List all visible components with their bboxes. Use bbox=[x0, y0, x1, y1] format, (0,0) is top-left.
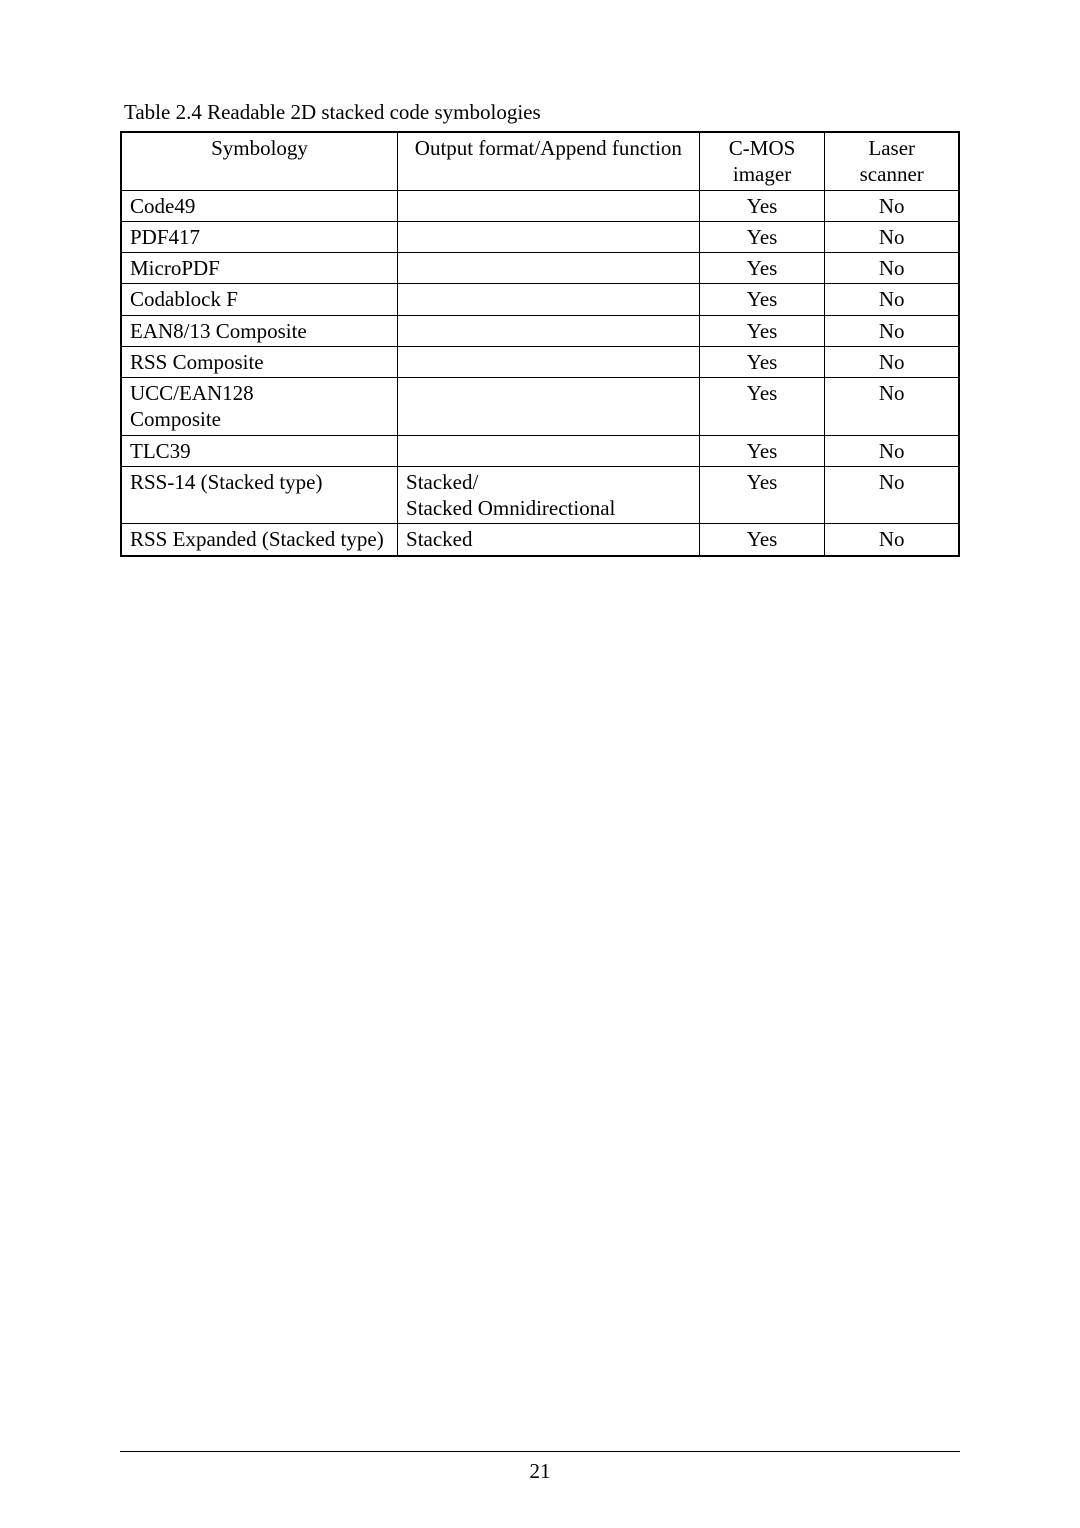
cell-laser: No bbox=[825, 315, 959, 346]
cell-symbology: Code49 bbox=[121, 190, 398, 221]
header-output: Output format/Append function bbox=[398, 132, 700, 190]
cell-cmos: Yes bbox=[699, 284, 825, 315]
header-laser-line2: scanner bbox=[860, 162, 924, 186]
cell-output bbox=[398, 378, 700, 436]
cell-output: Stacked/Stacked Omnidirectional bbox=[398, 466, 700, 524]
table-caption: Table 2.4 Readable 2D stacked code symbo… bbox=[120, 100, 960, 125]
header-cmos-line1: C-MOS bbox=[729, 136, 796, 160]
cell-output bbox=[398, 284, 700, 315]
cell-output bbox=[398, 346, 700, 377]
table-header-row: Symbology Output format/Append function … bbox=[121, 132, 959, 190]
header-symbology: Symbology bbox=[121, 132, 398, 190]
table-row: EAN8/13 Composite Yes No bbox=[121, 315, 959, 346]
cell-laser: No bbox=[825, 221, 959, 252]
cell-cmos: Yes bbox=[699, 346, 825, 377]
symbologies-table: Symbology Output format/Append function … bbox=[120, 131, 960, 557]
cell-output bbox=[398, 221, 700, 252]
cell-cmos: Yes bbox=[699, 466, 825, 524]
table-row: RSS Composite Yes No bbox=[121, 346, 959, 377]
cell-laser: No bbox=[825, 253, 959, 284]
table-row: MicroPDF Yes No bbox=[121, 253, 959, 284]
table-row: Code49 Yes No bbox=[121, 190, 959, 221]
cell-laser: No bbox=[825, 378, 959, 436]
cell-output bbox=[398, 315, 700, 346]
footer-rule bbox=[120, 1451, 960, 1452]
page: Table 2.4 Readable 2D stacked code symbo… bbox=[0, 0, 1080, 1528]
page-number: 21 bbox=[0, 1459, 1080, 1484]
cell-output bbox=[398, 435, 700, 466]
cell-symbology: RSS-14 (Stacked type) bbox=[121, 466, 398, 524]
table-row: Codablock F Yes No bbox=[121, 284, 959, 315]
cell-cmos: Yes bbox=[699, 253, 825, 284]
cell-cmos: Yes bbox=[699, 435, 825, 466]
cell-symbology: EAN8/13 Composite bbox=[121, 315, 398, 346]
header-laser-line1: Laser bbox=[868, 136, 915, 160]
cell-cmos: Yes bbox=[699, 378, 825, 436]
cell-cmos: Yes bbox=[699, 524, 825, 556]
table-row: UCC/EAN128Composite Yes No bbox=[121, 378, 959, 436]
cell-output bbox=[398, 190, 700, 221]
cell-symbology: RSS Expanded (Stacked type) bbox=[121, 524, 398, 556]
cell-laser: No bbox=[825, 190, 959, 221]
header-laser: Laser scanner bbox=[825, 132, 959, 190]
cell-symbology: MicroPDF bbox=[121, 253, 398, 284]
header-cmos: C-MOS imager bbox=[699, 132, 825, 190]
cell-symbology: PDF417 bbox=[121, 221, 398, 252]
cell-laser: No bbox=[825, 435, 959, 466]
cell-symbology: TLC39 bbox=[121, 435, 398, 466]
cell-cmos: Yes bbox=[699, 221, 825, 252]
cell-output bbox=[398, 253, 700, 284]
table-row: RSS-14 (Stacked type) Stacked/Stacked Om… bbox=[121, 466, 959, 524]
cell-symbology: Codablock F bbox=[121, 284, 398, 315]
cell-laser: No bbox=[825, 524, 959, 556]
table-row: TLC39 Yes No bbox=[121, 435, 959, 466]
cell-cmos: Yes bbox=[699, 190, 825, 221]
cell-laser: No bbox=[825, 346, 959, 377]
cell-laser: No bbox=[825, 284, 959, 315]
table-row: RSS Expanded (Stacked type) Stacked Yes … bbox=[121, 524, 959, 556]
cell-symbology: UCC/EAN128Composite bbox=[121, 378, 398, 436]
cell-symbology: RSS Composite bbox=[121, 346, 398, 377]
cell-cmos: Yes bbox=[699, 315, 825, 346]
cell-laser: No bbox=[825, 466, 959, 524]
header-cmos-line2: imager bbox=[733, 162, 791, 186]
cell-output: Stacked bbox=[398, 524, 700, 556]
table-body: Code49 Yes No PDF417 Yes No MicroPDF Yes… bbox=[121, 190, 959, 556]
table-row: PDF417 Yes No bbox=[121, 221, 959, 252]
